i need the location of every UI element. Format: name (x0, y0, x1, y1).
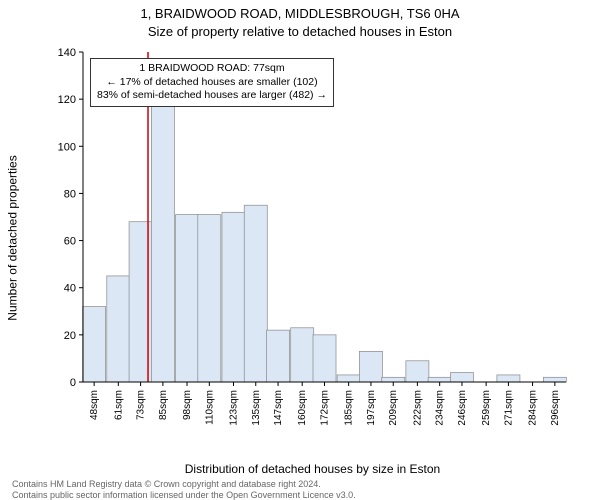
x-tick-label: 259sqm (481, 390, 492, 426)
bar (222, 212, 245, 382)
x-tick-label: 209sqm (388, 390, 399, 426)
y-tick-label: 40 (64, 283, 76, 295)
bar (291, 328, 314, 382)
y-tick-label: 140 (58, 48, 76, 59)
x-tick-label: 85sqm (158, 390, 169, 420)
bar (244, 205, 267, 382)
chart-container: 1, BRAIDWOOD ROAD, MIDDLESBROUGH, TS6 0H… (0, 0, 600, 500)
x-tick-label: 135sqm (251, 390, 262, 426)
x-tick-label: 246sqm (457, 390, 468, 426)
y-tick-label: 80 (64, 188, 76, 200)
x-tick-label: 284sqm (528, 390, 539, 426)
bar (428, 377, 451, 382)
x-axis-label: Distribution of detached houses by size … (55, 462, 570, 476)
y-tick-label: 120 (58, 94, 76, 106)
x-tick-label: 160sqm (297, 390, 308, 426)
x-tick-label: 147sqm (273, 390, 284, 426)
y-tick-label: 0 (70, 377, 76, 389)
bar (176, 215, 199, 382)
bar (107, 276, 130, 382)
bar (151, 104, 174, 382)
y-axis-label: Number of detached properties (6, 155, 20, 320)
x-tick-label: 123sqm (228, 390, 239, 426)
x-tick-label: 234sqm (435, 390, 446, 426)
y-tick-label: 100 (58, 141, 76, 153)
y-tick-label: 20 (64, 330, 76, 342)
bar (83, 307, 106, 382)
annotation-box: 1 BRAIDWOOD ROAD: 77sqm ← 17% of detache… (90, 58, 334, 107)
bar (382, 377, 405, 382)
footer-line1: Contains HM Land Registry data © Crown c… (12, 479, 592, 489)
bar (267, 330, 290, 382)
x-tick-label: 271sqm (503, 390, 514, 426)
x-tick-label: 48sqm (89, 390, 100, 420)
x-tick-label: 73sqm (136, 390, 147, 420)
y-tick-label: 60 (64, 236, 76, 248)
bar (359, 351, 382, 382)
annotation-line1: 1 BRAIDWOOD ROAD: 77sqm (97, 62, 327, 76)
page-title-line2: Size of property relative to detached ho… (0, 24, 600, 39)
bar (497, 375, 520, 382)
annotation-line3: 83% of semi-detached houses are larger (… (97, 89, 327, 103)
bar (337, 375, 360, 382)
bar (313, 335, 336, 382)
bar (406, 361, 429, 382)
x-tick-label: 110sqm (204, 390, 215, 425)
bar (198, 215, 221, 382)
x-tick-label: 296sqm (550, 390, 561, 426)
x-tick-label: 98sqm (182, 390, 193, 420)
x-tick-label: 172sqm (320, 390, 331, 426)
x-tick-label: 61sqm (113, 390, 124, 420)
bar (450, 373, 473, 382)
x-tick-label: 185sqm (344, 390, 355, 426)
bar (543, 377, 566, 382)
y-axis-label-wrap: Number of detached properties (6, 48, 20, 428)
annotation-line2: ← 17% of detached houses are smaller (10… (97, 76, 327, 90)
footer-line2: Contains public sector information licen… (12, 490, 592, 500)
x-tick-label: 197sqm (366, 390, 377, 426)
page-title-line1: 1, BRAIDWOOD ROAD, MIDDLESBROUGH, TS6 0H… (0, 6, 600, 21)
x-tick-label: 222sqm (412, 390, 423, 426)
